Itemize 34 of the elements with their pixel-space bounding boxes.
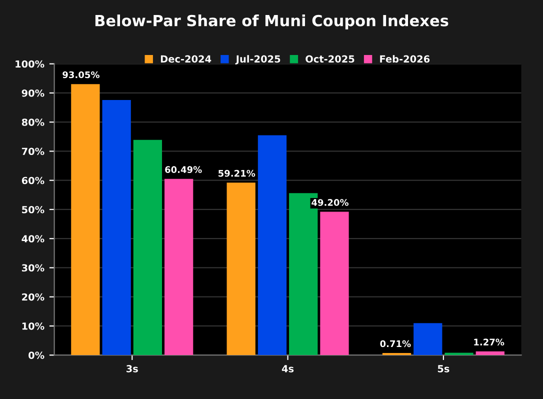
y-tick-label: 40% <box>22 235 44 242</box>
y-tick-label: 10% <box>22 322 44 330</box>
bar <box>71 84 100 356</box>
bar <box>414 323 442 356</box>
bar <box>320 212 349 356</box>
y-tick-label: 20% <box>22 293 44 301</box>
data-label: 60.49% <box>165 166 202 174</box>
bar <box>476 351 504 356</box>
bar <box>226 182 256 356</box>
x-tick-label: 5s <box>438 365 450 372</box>
y-tick-label: 100% <box>16 60 44 68</box>
bar <box>258 135 287 356</box>
data-label: 49.20% <box>312 199 349 206</box>
legend-label: Dec-2024 <box>160 55 212 63</box>
y-tick-label: 70% <box>22 148 44 156</box>
data-label: 93.05% <box>62 71 100 78</box>
chart-title: Below-Par Share of Muni Coupon Indexes <box>95 14 448 30</box>
x-tick-label: 4s <box>282 365 294 372</box>
data-label: 59.21% <box>218 170 256 177</box>
y-tick-label: 80% <box>22 118 44 126</box>
y-tick-label: 90% <box>22 89 44 97</box>
legend-label: Feb-2026 <box>380 55 430 63</box>
y-tick-label: 60% <box>22 176 44 184</box>
data-label: 1.27% <box>474 338 504 346</box>
legend-label: Jul-2025 <box>235 55 280 64</box>
legend-label: Oct-2025 <box>306 55 354 63</box>
y-tick-label: 0% <box>28 352 44 359</box>
y-tick-label: 30% <box>22 264 44 272</box>
data-label: 0.71% <box>380 340 411 348</box>
bar <box>164 178 194 356</box>
bar <box>133 140 162 356</box>
y-tick-label: 50% <box>22 206 44 214</box>
x-tick-label: 3s <box>126 365 138 372</box>
bar <box>102 100 131 356</box>
